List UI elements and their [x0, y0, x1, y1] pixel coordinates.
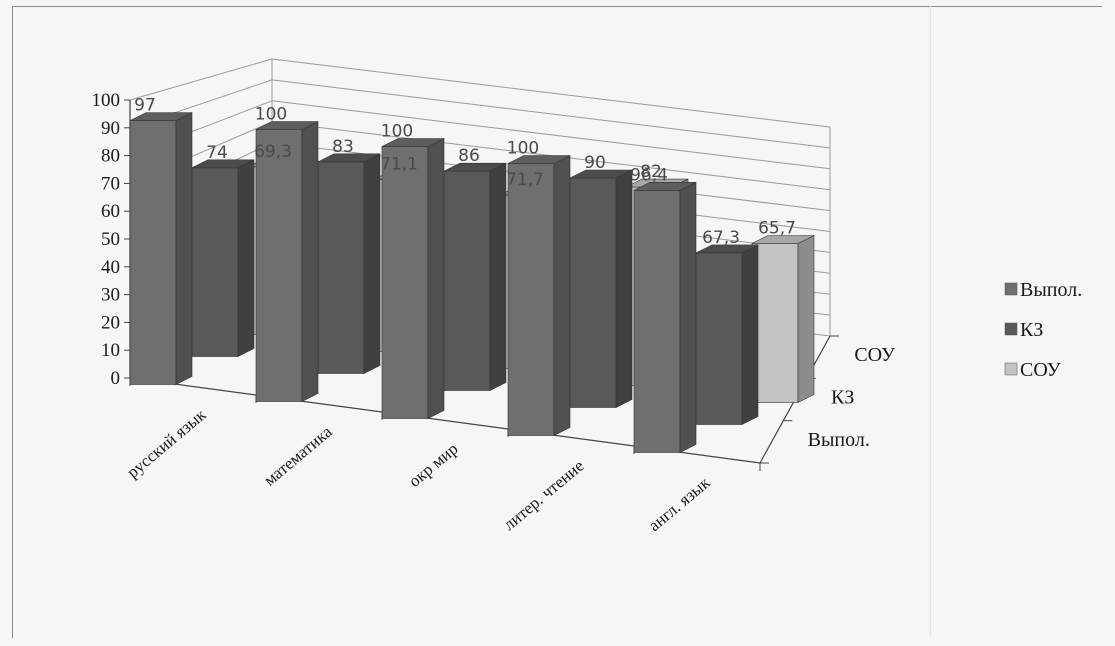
y-tick-label: 10	[101, 340, 120, 361]
bar-side	[679, 181, 697, 453]
y-tick-label: 60	[101, 201, 120, 222]
bar-top	[317, 153, 381, 163]
bar-front	[633, 189, 681, 453]
y-tick-label: 40	[101, 257, 120, 278]
bar-side	[237, 159, 255, 357]
bar-top	[443, 162, 507, 172]
data-label: 65,7	[758, 219, 796, 239]
bar-top	[695, 244, 759, 254]
x-tick-label: математика	[260, 422, 336, 490]
bar-side	[301, 121, 319, 402]
data-label: 67,3	[702, 228, 740, 248]
chart-legend: Выпол. КЗ СОУ	[1004, 279, 1082, 381]
x-tick-label: литер. чтение	[500, 456, 588, 534]
depth-tick-label: СОУ	[854, 344, 896, 366]
data-label: 100	[507, 139, 539, 159]
data-label: 100	[381, 122, 413, 142]
y-tick-label: 100	[92, 90, 121, 111]
bar-СОУ-4	[751, 235, 815, 403]
bar-side	[553, 155, 571, 436]
bar-Выпол.-1	[255, 121, 319, 402]
bar-side	[363, 153, 381, 374]
page-divider	[930, 6, 931, 638]
bar-top	[633, 181, 697, 191]
data-label: 100	[255, 105, 287, 125]
bar-front	[751, 243, 799, 403]
bar-side	[489, 162, 507, 391]
x-tick-label: англ. язык	[645, 473, 714, 536]
bar-side	[615, 169, 633, 408]
legend-swatch	[1004, 322, 1018, 336]
bar-front	[381, 146, 429, 419]
data-label: 97	[134, 96, 156, 116]
bar-КЗ-3	[569, 169, 633, 408]
depth-tick-label: КЗ	[831, 387, 854, 409]
bar-front	[443, 170, 491, 391]
bar-top	[255, 121, 319, 130]
x-tick-label: окр мир	[405, 439, 462, 491]
bar-Выпол.-0	[129, 112, 193, 385]
chart-bars	[129, 112, 815, 453]
legend-swatch	[1004, 282, 1018, 296]
bar-КЗ-0	[191, 159, 255, 357]
bar-top	[751, 235, 815, 244]
y-tick-label: 70	[101, 173, 120, 194]
depth-tick-label: Выпол.	[808, 429, 870, 451]
data-label: 71,1	[380, 154, 418, 174]
bar-side	[427, 138, 445, 419]
data-label: 83	[332, 137, 354, 157]
bar-front	[255, 129, 303, 402]
data-label: 69,3	[254, 142, 292, 162]
legend-swatch	[1004, 362, 1018, 376]
bar-top	[191, 159, 255, 169]
bar-top	[129, 112, 193, 121]
chart-area-border	[12, 6, 1102, 638]
data-label: 71,7	[506, 170, 544, 190]
bar-КЗ-1	[317, 153, 381, 374]
bar-КЗ-4	[695, 244, 759, 425]
bar-front	[507, 163, 555, 436]
gridline-back	[271, 58, 831, 128]
bar-top	[381, 138, 445, 147]
y-tick-label: 20	[101, 312, 120, 333]
gridline-back	[271, 79, 831, 149]
bar-Выпол.-2	[381, 138, 445, 419]
bar-КЗ-2	[443, 162, 507, 391]
chart-data-labels: 69,3 71,1 71,7 82 65,7 74 83 86 90 67,3 97 100 100 10…	[134, 96, 796, 248]
bar-front	[317, 161, 365, 374]
bar-front	[695, 252, 743, 425]
y-tick-label: 90	[101, 118, 120, 139]
bar-Выпол.-4	[633, 181, 697, 453]
bar-side	[797, 235, 815, 403]
y-tick-label: 80	[101, 146, 120, 167]
bar-top	[569, 169, 633, 179]
legend-label: Выпол.	[1020, 279, 1082, 301]
data-label: 86	[458, 146, 480, 166]
data-label: 82	[640, 162, 662, 182]
y-tick-label: 0	[111, 368, 121, 389]
data-label: 74	[206, 143, 228, 163]
bar-front	[129, 120, 177, 385]
bar-Выпол.-3	[507, 155, 571, 436]
bar-top	[507, 155, 571, 164]
bar-front	[569, 177, 617, 408]
x-tick-label: русский язык	[123, 405, 210, 482]
legend-label: СОУ	[1020, 359, 1062, 381]
data-label: 90	[584, 153, 606, 173]
gridline-back	[271, 100, 831, 170]
y-tick-label: 50	[101, 229, 120, 250]
legend-label: КЗ	[1020, 319, 1043, 341]
y-tick-label: 30	[101, 285, 120, 306]
bar-front	[191, 167, 239, 357]
bar-side	[741, 244, 759, 425]
gridline-side	[129, 58, 273, 101]
data-label: 96,4	[630, 165, 668, 185]
bar-side	[175, 112, 193, 385]
